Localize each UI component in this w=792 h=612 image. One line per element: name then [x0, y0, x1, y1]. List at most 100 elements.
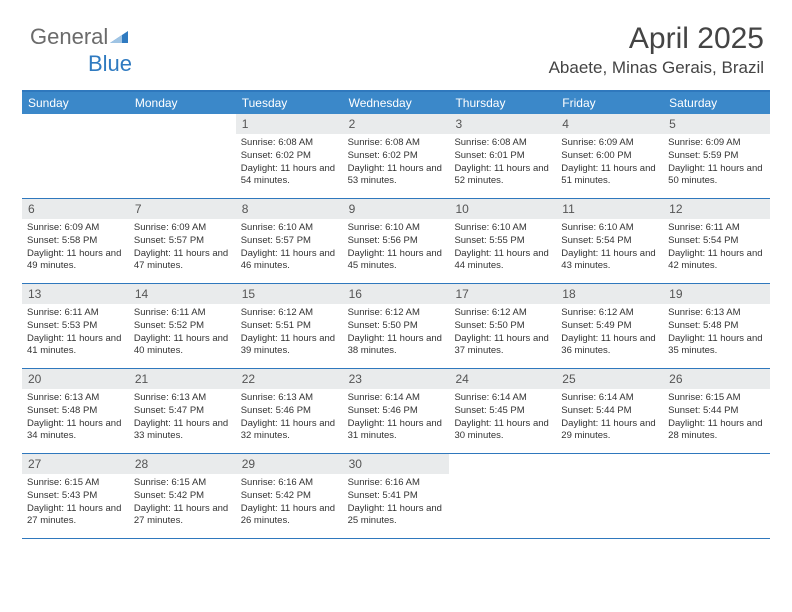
day-number: 20 [22, 369, 129, 389]
day-cell: 13Sunrise: 6:11 AMSunset: 5:53 PMDayligh… [22, 284, 129, 368]
month-title: April 2025 [549, 22, 764, 56]
sunset-line: Sunset: 5:44 PM [668, 405, 765, 418]
sunrise-line: Sunrise: 6:15 AM [668, 392, 765, 405]
day-cell-empty [663, 454, 770, 538]
sunrise-line: Sunrise: 6:10 AM [348, 222, 445, 235]
day-details: Sunrise: 6:10 AMSunset: 5:56 PMDaylight:… [343, 219, 450, 278]
sunset-line: Sunset: 5:48 PM [668, 320, 765, 333]
sunset-line: Sunset: 5:58 PM [27, 235, 124, 248]
day-cell: 16Sunrise: 6:12 AMSunset: 5:50 PMDayligh… [343, 284, 450, 368]
day-details: Sunrise: 6:12 AMSunset: 5:50 PMDaylight:… [343, 304, 450, 363]
sunset-line: Sunset: 5:46 PM [241, 405, 338, 418]
day-details: Sunrise: 6:10 AMSunset: 5:57 PMDaylight:… [236, 219, 343, 278]
sunset-line: Sunset: 5:56 PM [348, 235, 445, 248]
sunrise-line: Sunrise: 6:12 AM [454, 307, 551, 320]
day-cell: 17Sunrise: 6:12 AMSunset: 5:50 PMDayligh… [449, 284, 556, 368]
sunset-line: Sunset: 5:59 PM [668, 150, 765, 163]
dow-wednesday: Wednesday [343, 92, 450, 114]
daylight-line: Daylight: 11 hours and 44 minutes. [454, 248, 551, 274]
day-details: Sunrise: 6:15 AMSunset: 5:42 PMDaylight:… [129, 474, 236, 533]
day-cell: 11Sunrise: 6:10 AMSunset: 5:54 PMDayligh… [556, 199, 663, 283]
dow-thursday: Thursday [449, 92, 556, 114]
sunset-line: Sunset: 5:48 PM [27, 405, 124, 418]
sunset-line: Sunset: 6:00 PM [561, 150, 658, 163]
sunset-line: Sunset: 5:45 PM [454, 405, 551, 418]
day-details: Sunrise: 6:12 AMSunset: 5:49 PMDaylight:… [556, 304, 663, 363]
day-number: 16 [343, 284, 450, 304]
day-details: Sunrise: 6:11 AMSunset: 5:54 PMDaylight:… [663, 219, 770, 278]
daylight-line: Daylight: 11 hours and 49 minutes. [27, 248, 124, 274]
day-details: Sunrise: 6:08 AMSunset: 6:02 PMDaylight:… [343, 134, 450, 193]
daylight-line: Daylight: 11 hours and 47 minutes. [134, 248, 231, 274]
day-cell: 1Sunrise: 6:08 AMSunset: 6:02 PMDaylight… [236, 114, 343, 198]
day-cell-empty [556, 454, 663, 538]
daylight-line: Daylight: 11 hours and 39 minutes. [241, 333, 338, 359]
sunrise-line: Sunrise: 6:12 AM [241, 307, 338, 320]
sunrise-line: Sunrise: 6:10 AM [454, 222, 551, 235]
dow-row: SundayMondayTuesdayWednesdayThursdayFrid… [22, 92, 770, 114]
day-cell: 22Sunrise: 6:13 AMSunset: 5:46 PMDayligh… [236, 369, 343, 453]
sunset-line: Sunset: 5:54 PM [561, 235, 658, 248]
sunrise-line: Sunrise: 6:13 AM [27, 392, 124, 405]
day-cell: 9Sunrise: 6:10 AMSunset: 5:56 PMDaylight… [343, 199, 450, 283]
day-cell: 25Sunrise: 6:14 AMSunset: 5:44 PMDayligh… [556, 369, 663, 453]
day-number: 4 [556, 114, 663, 134]
day-number: 6 [22, 199, 129, 219]
sunset-line: Sunset: 5:44 PM [561, 405, 658, 418]
dow-saturday: Saturday [663, 92, 770, 114]
day-number: 3 [449, 114, 556, 134]
day-number: 8 [236, 199, 343, 219]
week-row: 20Sunrise: 6:13 AMSunset: 5:48 PMDayligh… [22, 369, 770, 454]
day-cell: 19Sunrise: 6:13 AMSunset: 5:48 PMDayligh… [663, 284, 770, 368]
daylight-line: Daylight: 11 hours and 29 minutes. [561, 418, 658, 444]
sunrise-line: Sunrise: 6:14 AM [561, 392, 658, 405]
day-details: Sunrise: 6:14 AMSunset: 5:45 PMDaylight:… [449, 389, 556, 448]
location: Abaete, Minas Gerais, Brazil [549, 58, 764, 78]
daylight-line: Daylight: 11 hours and 42 minutes. [668, 248, 765, 274]
week-row: 13Sunrise: 6:11 AMSunset: 5:53 PMDayligh… [22, 284, 770, 369]
day-details: Sunrise: 6:09 AMSunset: 5:58 PMDaylight:… [22, 219, 129, 278]
dow-monday: Monday [129, 92, 236, 114]
dow-friday: Friday [556, 92, 663, 114]
sunset-line: Sunset: 5:41 PM [348, 490, 445, 503]
sunset-line: Sunset: 5:55 PM [454, 235, 551, 248]
day-cell: 8Sunrise: 6:10 AMSunset: 5:57 PMDaylight… [236, 199, 343, 283]
sunset-line: Sunset: 5:52 PM [134, 320, 231, 333]
sunset-line: Sunset: 6:02 PM [348, 150, 445, 163]
daylight-line: Daylight: 11 hours and 45 minutes. [348, 248, 445, 274]
daylight-line: Daylight: 11 hours and 33 minutes. [134, 418, 231, 444]
sunrise-line: Sunrise: 6:10 AM [561, 222, 658, 235]
logo: General Blue [30, 24, 132, 77]
sunrise-line: Sunrise: 6:16 AM [241, 477, 338, 490]
sunset-line: Sunset: 5:42 PM [241, 490, 338, 503]
day-cell: 20Sunrise: 6:13 AMSunset: 5:48 PMDayligh… [22, 369, 129, 453]
daylight-line: Daylight: 11 hours and 54 minutes. [241, 163, 338, 189]
day-number: 9 [343, 199, 450, 219]
sunrise-line: Sunrise: 6:13 AM [241, 392, 338, 405]
daylight-line: Daylight: 11 hours and 38 minutes. [348, 333, 445, 359]
day-details: Sunrise: 6:13 AMSunset: 5:48 PMDaylight:… [22, 389, 129, 448]
daylight-line: Daylight: 11 hours and 31 minutes. [348, 418, 445, 444]
day-cell: 3Sunrise: 6:08 AMSunset: 6:01 PMDaylight… [449, 114, 556, 198]
day-number: 24 [449, 369, 556, 389]
sunset-line: Sunset: 5:50 PM [454, 320, 551, 333]
daylight-line: Daylight: 11 hours and 43 minutes. [561, 248, 658, 274]
daylight-line: Daylight: 11 hours and 37 minutes. [454, 333, 551, 359]
sunrise-line: Sunrise: 6:12 AM [561, 307, 658, 320]
daylight-line: Daylight: 11 hours and 35 minutes. [668, 333, 765, 359]
day-number: 5 [663, 114, 770, 134]
sunset-line: Sunset: 5:51 PM [241, 320, 338, 333]
day-cell: 18Sunrise: 6:12 AMSunset: 5:49 PMDayligh… [556, 284, 663, 368]
daylight-line: Daylight: 11 hours and 41 minutes. [27, 333, 124, 359]
dow-sunday: Sunday [22, 92, 129, 114]
day-number: 7 [129, 199, 236, 219]
daylight-line: Daylight: 11 hours and 36 minutes. [561, 333, 658, 359]
sunrise-line: Sunrise: 6:14 AM [454, 392, 551, 405]
sunrise-line: Sunrise: 6:09 AM [668, 137, 765, 150]
day-cell-empty [449, 454, 556, 538]
week-row: 1Sunrise: 6:08 AMSunset: 6:02 PMDaylight… [22, 114, 770, 199]
day-details: Sunrise: 6:08 AMSunset: 6:01 PMDaylight:… [449, 134, 556, 193]
day-number: 28 [129, 454, 236, 474]
day-number: 19 [663, 284, 770, 304]
day-details: Sunrise: 6:14 AMSunset: 5:46 PMDaylight:… [343, 389, 450, 448]
